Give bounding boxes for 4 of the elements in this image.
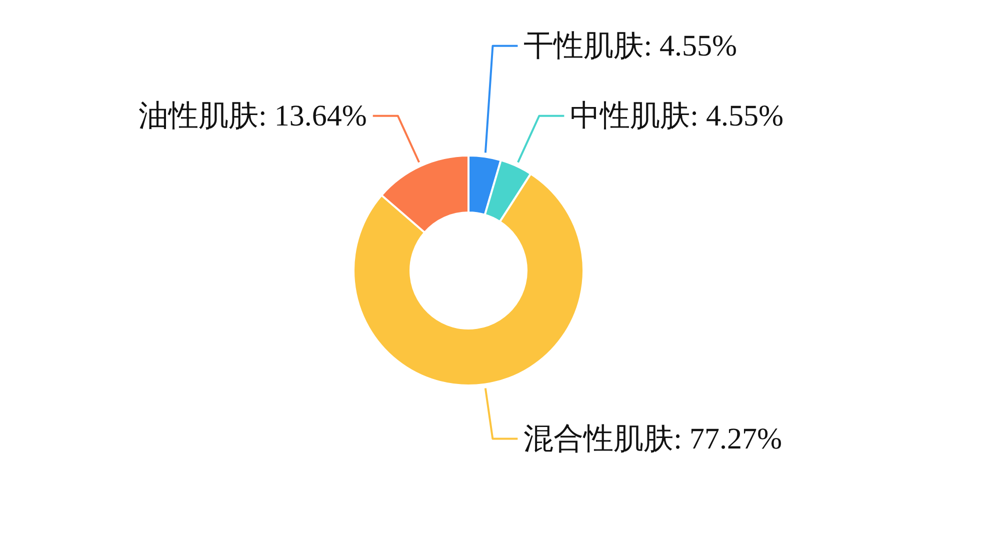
slice-label: 油性肌肤: 13.64%	[138, 99, 367, 132]
slice-label: 干性肌肤: 4.55%	[524, 29, 738, 62]
slice-label: 混合性肌肤: 77.27%	[524, 422, 782, 456]
slice-label: 中性肌肤: 4.55%	[570, 99, 784, 132]
